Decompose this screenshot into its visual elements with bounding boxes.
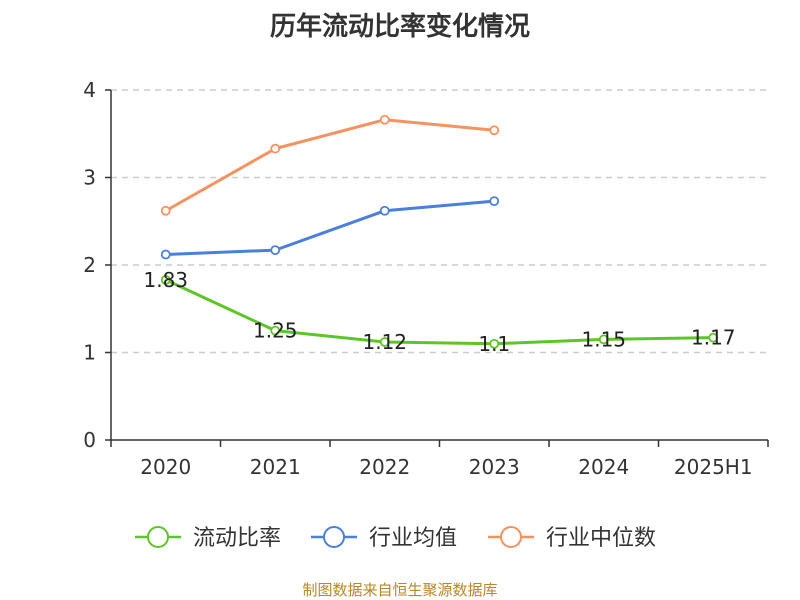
series-line [165,278,714,346]
y-tick-label: 4 [83,78,96,102]
legend-label: 行业中位数 [546,526,656,551]
data-point [270,245,281,256]
legend-marker-circle [147,526,169,548]
series-line [165,118,495,213]
data-point [489,196,500,207]
chart-title: 历年流动比率变化情况 [269,12,530,42]
data-point [598,334,609,345]
data-label: 1.25 [253,319,298,343]
data-point [160,205,171,216]
source-note: 制图数据来自恒生聚源数据库 [302,581,498,599]
x-tick-label: 2022 [359,455,410,479]
data-point [379,337,390,347]
data-point [708,332,719,343]
data-point [379,205,390,216]
data-point [379,114,390,125]
x-tick-label: 2021 [250,455,301,479]
legend-label: 流动比率 [193,526,281,551]
y-tick-label: 0 [83,428,96,452]
data-point [160,249,171,260]
data-label: 1.12 [362,330,407,354]
data-point [160,274,171,285]
x-tick-label: 2020 [140,455,191,479]
legend-marker-circle [500,526,522,548]
data-label: 1.15 [581,327,626,351]
y-tick-label: 1 [83,341,96,365]
series-line [165,199,495,256]
y-tick-label: 2 [83,253,96,277]
data-point [270,143,281,154]
data-label: 1.1 [478,332,510,356]
y-tick-label: 3 [83,166,96,190]
data-label: 1.17 [691,326,736,350]
x-tick-label: 2023 [469,455,520,479]
x-tick-label: 2024 [578,455,629,479]
data-label: 1.83 [143,268,188,292]
legend-label: 行业均值 [369,526,457,551]
data-point [489,125,500,136]
x-tick-label: 2025H1 [674,455,753,479]
data-point [270,325,281,336]
legend-marker-circle [323,526,345,548]
data-point [489,338,500,349]
